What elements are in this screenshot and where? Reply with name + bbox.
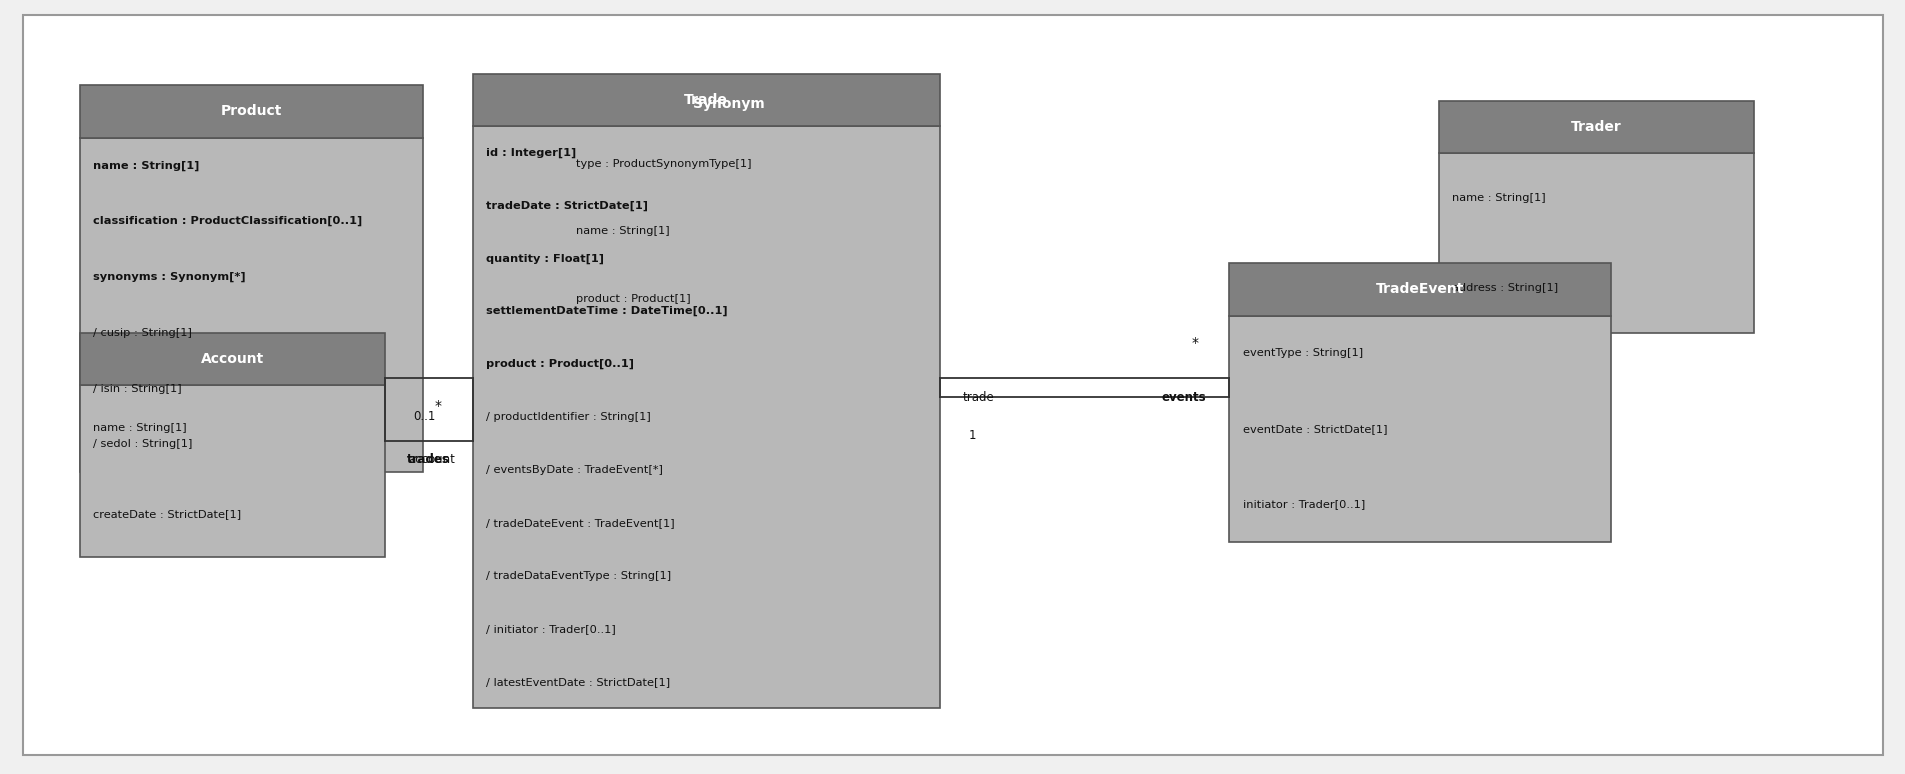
Text: eventType : String[1]: eventType : String[1]	[1242, 348, 1362, 358]
Text: name : String[1]: name : String[1]	[575, 227, 669, 236]
Text: trades: trades	[408, 454, 450, 467]
Text: / productIdentifier : String[1]: / productIdentifier : String[1]	[486, 413, 650, 422]
Text: Trade: Trade	[684, 93, 728, 107]
Text: id : Integer[1]: id : Integer[1]	[486, 148, 575, 158]
Text: Trader: Trader	[1570, 120, 1621, 134]
Text: Account: Account	[200, 352, 265, 366]
Text: eventDate : StrictDate[1]: eventDate : StrictDate[1]	[1242, 424, 1387, 433]
Text: trade: trade	[962, 391, 994, 404]
Text: product : Product[0..1]: product : Product[0..1]	[486, 359, 634, 369]
Text: 1: 1	[968, 429, 975, 442]
FancyBboxPatch shape	[80, 333, 385, 385]
Text: 0..1: 0..1	[413, 410, 436, 423]
Text: name : String[1]: name : String[1]	[93, 423, 187, 433]
FancyBboxPatch shape	[472, 126, 939, 708]
Text: tradeDate : StrictDate[1]: tradeDate : StrictDate[1]	[486, 200, 648, 211]
Text: address : String[1]: address : String[1]	[1452, 283, 1558, 293]
Text: product : Product[1]: product : Product[1]	[575, 294, 690, 304]
Text: quantity : Float[1]: quantity : Float[1]	[486, 253, 604, 264]
Text: / latestEventDate : StrictDate[1]: / latestEventDate : StrictDate[1]	[486, 676, 671, 687]
Text: / eventsByDate : TradeEvent[*]: / eventsByDate : TradeEvent[*]	[486, 465, 663, 475]
FancyBboxPatch shape	[562, 77, 895, 130]
Text: events: events	[1162, 391, 1206, 404]
Text: initiator : Trader[0..1]: initiator : Trader[0..1]	[1242, 499, 1364, 509]
Text: / tradeDataEventType : String[1]: / tradeDataEventType : String[1]	[486, 571, 671, 581]
FancyBboxPatch shape	[1438, 153, 1753, 333]
FancyBboxPatch shape	[23, 15, 1882, 755]
Text: account: account	[408, 454, 455, 467]
FancyBboxPatch shape	[80, 138, 423, 472]
Text: name : String[1]: name : String[1]	[1452, 194, 1545, 203]
Text: classification : ProductClassification[0..1]: classification : ProductClassification[0…	[93, 216, 362, 227]
Text: / isin : String[1]: / isin : String[1]	[93, 384, 181, 393]
Text: / cusip : String[1]: / cusip : String[1]	[93, 328, 192, 337]
Text: settlementDateTime : DateTime[0..1]: settlementDateTime : DateTime[0..1]	[486, 307, 728, 317]
Text: Product: Product	[221, 104, 282, 118]
Text: / initiator : Trader[0..1]: / initiator : Trader[0..1]	[486, 624, 615, 634]
FancyBboxPatch shape	[80, 385, 385, 557]
Text: TradeEvent: TradeEvent	[1375, 283, 1463, 296]
Text: Synonym: Synonym	[693, 97, 764, 111]
Text: *: *	[434, 399, 442, 413]
FancyBboxPatch shape	[80, 85, 423, 138]
FancyBboxPatch shape	[472, 74, 939, 126]
FancyBboxPatch shape	[562, 130, 895, 333]
Text: type : ProductSynonymType[1]: type : ProductSynonymType[1]	[575, 159, 751, 169]
Text: createDate : StrictDate[1]: createDate : StrictDate[1]	[93, 509, 242, 519]
Text: synonyms : Synonym[*]: synonyms : Synonym[*]	[93, 272, 246, 283]
Text: name : String[1]: name : String[1]	[93, 160, 200, 171]
FancyBboxPatch shape	[1229, 263, 1610, 316]
Text: *: *	[1191, 337, 1198, 351]
FancyBboxPatch shape	[1229, 316, 1610, 542]
Text: / tradeDateEvent : TradeEvent[1]: / tradeDateEvent : TradeEvent[1]	[486, 518, 674, 528]
Text: / sedol : String[1]: / sedol : String[1]	[93, 440, 192, 449]
FancyBboxPatch shape	[1438, 101, 1753, 153]
